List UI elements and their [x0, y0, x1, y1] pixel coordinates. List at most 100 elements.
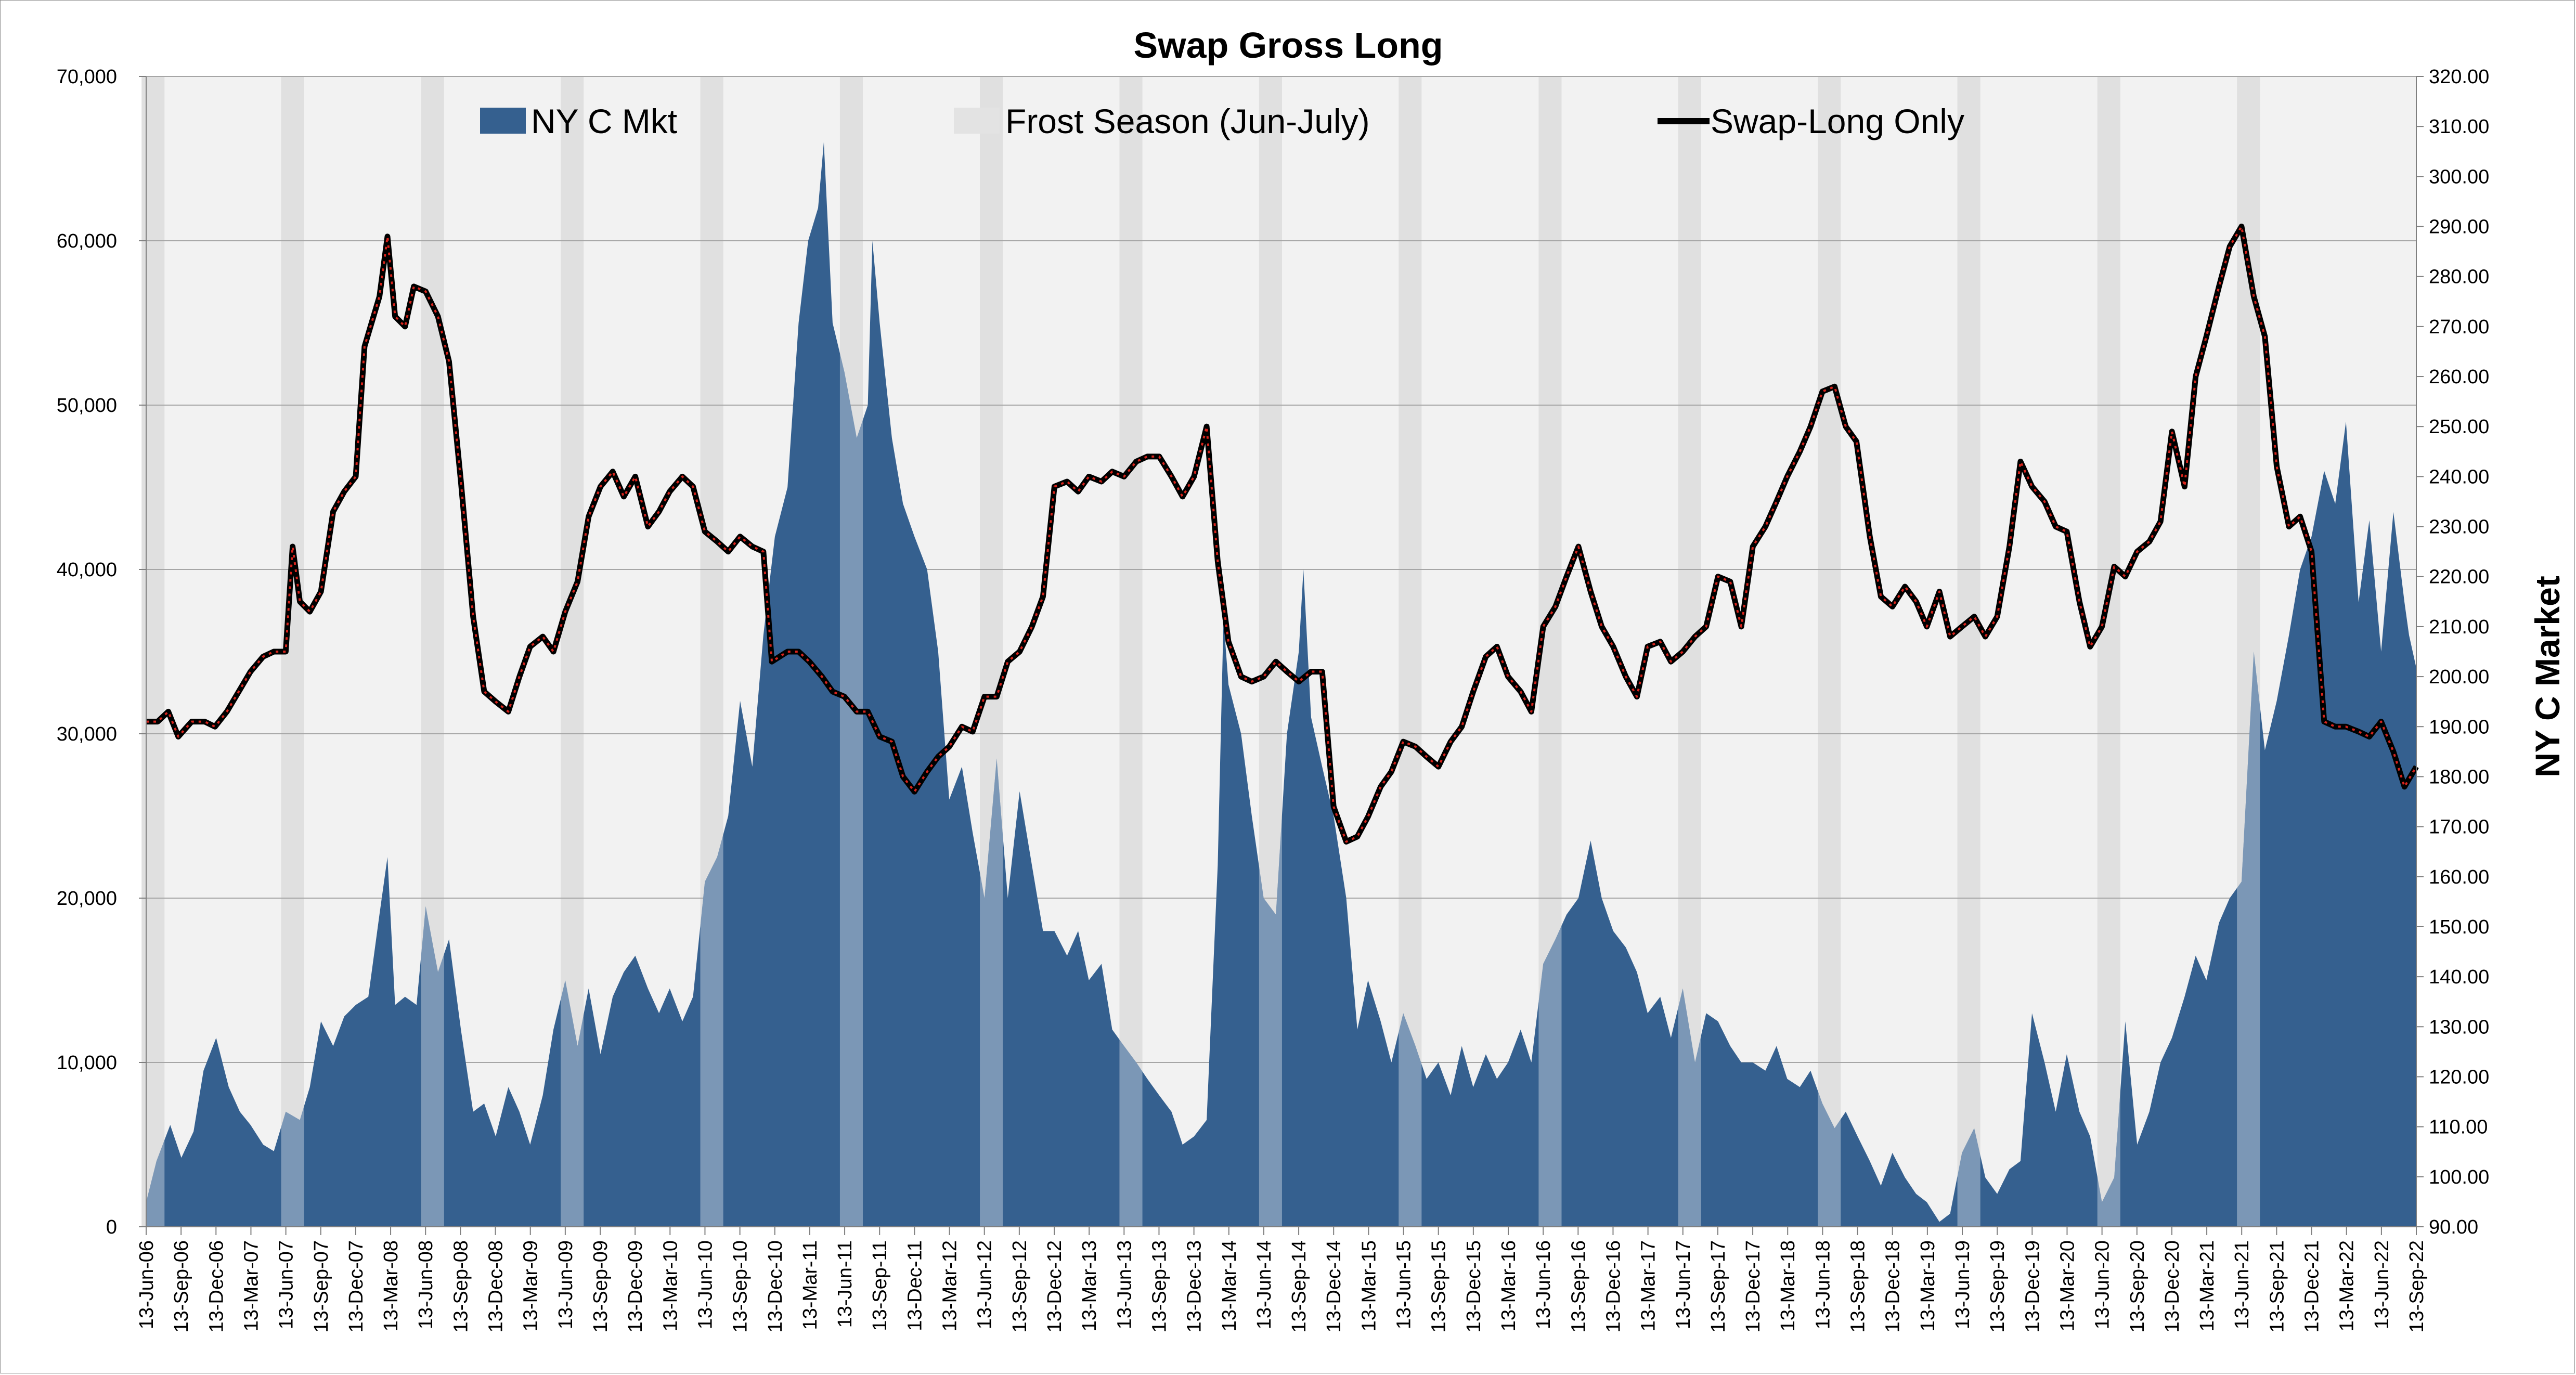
x-tick-label: 13-Dec-10 — [765, 1240, 786, 1332]
ny-c-mkt-area — [146, 142, 2416, 1227]
right-y-tick-label: 290.00 — [2429, 216, 2489, 238]
x-tick-label: 13-Mar-21 — [2196, 1240, 2218, 1331]
legend-label-swap-long-only: Swap-Long Only — [1711, 102, 1964, 140]
frost-band-area-overlay — [1119, 1040, 1143, 1227]
legend-label-ny-c-mkt: NY C Mkt — [531, 102, 677, 140]
x-tick-label: 13-Jun-09 — [555, 1240, 577, 1329]
x-tick-label: 13-Sep-07 — [310, 1240, 332, 1332]
right-y-tick-label: 90.00 — [2429, 1216, 2478, 1238]
left-y-tick-label: 30,000 — [57, 723, 117, 745]
legend-swatch-ny-c-mkt — [480, 108, 526, 134]
x-tick-label: 13-Sep-20 — [2127, 1240, 2148, 1332]
right-y-axis-title: NY C Market — [2528, 576, 2567, 777]
x-tick-label: 13-Mar-07 — [240, 1240, 262, 1331]
x-tick-label: 13-Mar-11 — [799, 1240, 821, 1330]
frost-band-area-overlay — [1538, 925, 1562, 1227]
x-tick-label: 13-Jun-13 — [1114, 1240, 1135, 1329]
x-tick-label: 13-Mar-13 — [1079, 1240, 1101, 1331]
legend-label-frost-season: Frost Season (Jun-July) — [1005, 102, 1370, 140]
left-y-tick-label: 60,000 — [57, 230, 117, 252]
right-y-tick-label: 140.00 — [2429, 966, 2489, 988]
x-tick-label: 13-Sep-13 — [1148, 1240, 1170, 1332]
frost-band-area-overlay — [1678, 988, 1701, 1227]
x-tick-label: 13-Mar-17 — [1638, 1240, 1660, 1331]
legend-swatch-frost-season — [954, 108, 1000, 134]
frost-season-band — [1957, 76, 1980, 1227]
right-y-tick-label: 270.00 — [2429, 316, 2489, 338]
x-tick-label: 13-Mar-16 — [1498, 1240, 1520, 1331]
swap-long-only-series — [146, 224, 2419, 845]
x-tick-label: 13-Dec-09 — [625, 1240, 646, 1332]
x-tick-label: 13-Mar-22 — [2336, 1240, 2358, 1331]
x-tick-label: 13-Jun-12 — [974, 1240, 996, 1329]
left-y-tick-label: 70,000 — [57, 66, 117, 88]
x-tick-label: 13-Sep-16 — [1568, 1240, 1589, 1332]
x-tick-label: 13-Sep-12 — [1009, 1240, 1031, 1332]
x-tick-label: 13-Dec-07 — [345, 1240, 367, 1332]
right-y-tick-label: 300.00 — [2429, 166, 2489, 188]
x-tick-label: 13-Sep-08 — [450, 1240, 472, 1332]
x-tick-label: 13-Sep-21 — [2266, 1240, 2288, 1332]
gridlines — [146, 76, 2416, 1063]
x-tick-label: 13-Jun-10 — [694, 1240, 716, 1329]
frost-band-area-overlay — [2097, 1091, 2120, 1227]
right-y-tick-label: 240.00 — [2429, 466, 2489, 488]
x-tick-label: 13-Jun-16 — [1533, 1240, 1555, 1329]
x-tick-label: 13-Dec-17 — [1742, 1240, 1764, 1332]
x-tick-label: 13-Mar-09 — [520, 1240, 542, 1331]
x-tick-label: 13-Jun-11 — [834, 1240, 856, 1328]
x-tick-label: 13-Mar-14 — [1219, 1240, 1240, 1331]
right-y-tick-label: 210.00 — [2429, 616, 2489, 638]
frost-band-area-overlay — [1957, 1128, 1980, 1227]
right-y-tick-label: 110.00 — [2429, 1117, 2488, 1138]
x-tick-label: 13-Jun-17 — [1673, 1240, 1694, 1329]
right-y-tick-label: 310.00 — [2429, 116, 2489, 138]
x-tick-label: 13-Dec-12 — [1044, 1240, 1066, 1332]
right-y-tick-label: 220.00 — [2429, 566, 2489, 588]
x-tick-label: 13-Jun-19 — [1952, 1240, 1974, 1329]
right-y-tick-label: 260.00 — [2429, 366, 2489, 388]
x-tick-label: 13-Dec-21 — [2301, 1240, 2323, 1332]
frost-band-area-overlay — [421, 906, 444, 1227]
right-y-tick-label: 120.00 — [2429, 1066, 2489, 1088]
x-tick-label: 13-Mar-18 — [1777, 1240, 1799, 1331]
x-tick-label: 13-Jun-18 — [1812, 1240, 1834, 1329]
frost-season-band — [1818, 76, 1841, 1227]
frost-band-area-overlay — [980, 758, 1003, 1227]
axes — [146, 76, 2417, 1227]
x-tick-label: 13-Sep-19 — [1987, 1240, 2009, 1332]
x-axis-tick-labels: 13-Jun-06 13-Sep-06 13-Dec-06 13-Mar-07 13-J… — [136, 1227, 2428, 1332]
x-tick-label: 13-Sep-10 — [730, 1240, 752, 1332]
x-tick-label: 13-Sep-15 — [1428, 1240, 1450, 1332]
x-tick-label: 13-Dec-13 — [1184, 1240, 1206, 1332]
x-tick-label: 13-Dec-18 — [1882, 1240, 1904, 1332]
x-tick-label: 13-Jun-21 — [2231, 1240, 2253, 1329]
x-tick-label: 13-Sep-22 — [2406, 1240, 2428, 1332]
frost-season-band — [1119, 76, 1143, 1227]
x-tick-label: 13-Dec-11 — [904, 1240, 926, 1331]
x-tick-label: 13-Jun-08 — [415, 1240, 437, 1329]
frost-band-area-overlay — [561, 980, 584, 1227]
x-tick-label: 13-Jun-15 — [1393, 1240, 1415, 1329]
x-tick-label: 13-Jun-22 — [2371, 1240, 2393, 1329]
left-y-tick-label: 50,000 — [57, 395, 117, 417]
right-y-tick-label: 170.00 — [2429, 816, 2489, 838]
x-tick-label: 13-Mar-20 — [2056, 1240, 2078, 1331]
right-y-tick-label: 230.00 — [2429, 516, 2489, 538]
frost-season-band — [2097, 76, 2120, 1227]
frost-season-band — [141, 76, 165, 1227]
frost-band-area-overlay — [146, 1140, 165, 1227]
swap-long-only-markers — [146, 225, 2417, 843]
right-y-tick-label: 100.00 — [2429, 1166, 2489, 1188]
left-y-tick-label: 0 — [106, 1216, 117, 1238]
x-tick-label: 13-Mar-12 — [939, 1240, 961, 1331]
frost-band-area-overlay — [281, 1106, 304, 1227]
frost-band-area-overlay — [700, 834, 723, 1227]
x-tick-label: 13-Dec-14 — [1323, 1240, 1345, 1332]
frost-band-area-overlay — [2237, 652, 2260, 1227]
ny-c-mkt-area-series — [146, 142, 2416, 1227]
left-y-tick-label: 20,000 — [57, 888, 117, 910]
legend: NY C Mkt Frost Season (Jun-July) Swap-Lo… — [480, 102, 1964, 140]
x-tick-label: 13-Sep-06 — [171, 1240, 192, 1332]
